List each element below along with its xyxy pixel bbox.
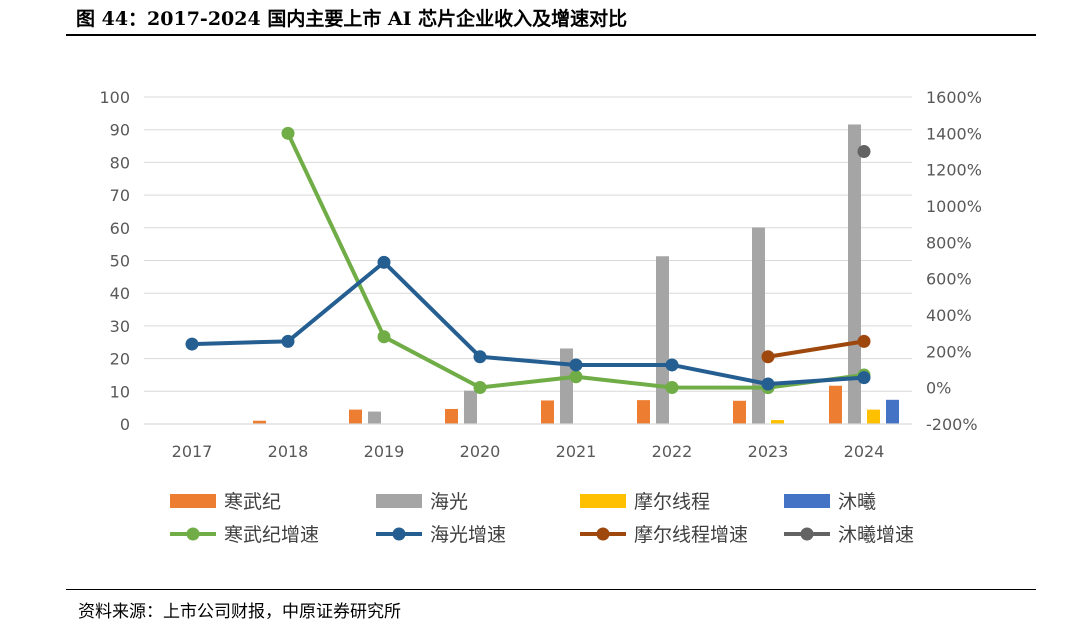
legend-marker-摩尔线程增速 bbox=[596, 527, 610, 541]
x-tick-label: 2024 bbox=[844, 442, 885, 461]
point-海光增速-2018 bbox=[281, 334, 295, 348]
source-note: 资料来源：上市公司财报，中原证券研究所 bbox=[78, 602, 401, 622]
legend-item: 海光增速 bbox=[376, 524, 506, 546]
y-left-tick-label: 80 bbox=[110, 153, 130, 172]
x-tick-label: 2019 bbox=[364, 442, 405, 461]
bar-寒武纪-2022 bbox=[637, 400, 650, 424]
x-tick-label: 2017 bbox=[172, 442, 213, 461]
legend-marker-寒武纪增速 bbox=[186, 527, 200, 541]
bar-寒武纪-2018 bbox=[253, 420, 266, 424]
point-摩尔线程增速-2024 bbox=[857, 334, 871, 348]
gridlines bbox=[144, 96, 912, 392]
legend-swatch-沐曦 bbox=[784, 494, 830, 508]
x-tick-label: 2023 bbox=[748, 442, 789, 461]
legend-swatch-寒武纪 bbox=[170, 494, 216, 508]
legend-item: 寒武纪 bbox=[170, 491, 281, 513]
y-right-tick-label: 200% bbox=[926, 342, 972, 361]
y-left-tick-label: 100 bbox=[99, 88, 130, 107]
legend-item: 摩尔线程增速 bbox=[580, 524, 748, 546]
bar-寒武纪-2024 bbox=[829, 385, 842, 424]
x-tick-label: 2022 bbox=[652, 442, 693, 461]
point-海光增速-2020 bbox=[473, 350, 487, 364]
bar-海光-2022 bbox=[656, 256, 669, 424]
point-海光增速-2019 bbox=[377, 255, 391, 269]
y-right-tick-label: -200% bbox=[926, 415, 978, 434]
point-海光增速-2022 bbox=[665, 358, 679, 372]
x-tick-label: 2021 bbox=[556, 442, 597, 461]
point-海光增速-2023 bbox=[761, 377, 775, 391]
y-left-tick-label: 10 bbox=[110, 382, 130, 401]
bar-海光-2019 bbox=[368, 411, 381, 424]
y-left-tick-label: 60 bbox=[110, 219, 130, 238]
legend-label: 寒武纪增速 bbox=[224, 524, 319, 546]
y-right-tick-label: 1200% bbox=[926, 161, 982, 180]
y-left-tick-label: 20 bbox=[110, 350, 130, 369]
point-摩尔线程增速-2023 bbox=[761, 350, 775, 364]
bars bbox=[253, 124, 899, 424]
legend-item: 摩尔线程 bbox=[580, 491, 710, 513]
point-寒武纪增速-2022 bbox=[665, 380, 679, 394]
point-海光增速-2024 bbox=[857, 371, 871, 385]
legend-item: 寒武纪增速 bbox=[170, 524, 319, 546]
point-沐曦增速-2024 bbox=[857, 145, 871, 158]
y-right-tick-label: 800% bbox=[926, 233, 972, 252]
y-right-tick-label: 1400% bbox=[926, 124, 982, 143]
legend-label: 寒武纪 bbox=[224, 491, 281, 513]
point-寒武纪增速-2019 bbox=[377, 330, 391, 344]
bar-沐曦-2024 bbox=[886, 399, 899, 424]
growth-lines bbox=[185, 126, 871, 395]
bar-海光-2021 bbox=[560, 348, 573, 424]
legend-label: 沐曦增速 bbox=[838, 524, 914, 546]
y-left-tick-label: 70 bbox=[110, 186, 130, 205]
y-left-tick-label: 90 bbox=[110, 121, 130, 140]
legend-label: 海光 bbox=[430, 491, 468, 513]
figure-title: 图 44：2017-2024 国内主要上市 AI 芯片企业收入及增速对比 bbox=[76, 8, 628, 30]
legend-item: 沐曦 bbox=[784, 491, 876, 513]
line-海光增速 bbox=[191, 260, 865, 387]
bar-寒武纪-2020 bbox=[445, 408, 458, 424]
line-摩尔线程增速 bbox=[767, 339, 865, 359]
bar-海光-2020 bbox=[464, 390, 477, 424]
legend-label: 摩尔线程增速 bbox=[634, 524, 748, 546]
bar-寒武纪-2019 bbox=[349, 409, 362, 424]
point-海光增速-2017 bbox=[185, 337, 199, 351]
y-left-tick-label: 30 bbox=[110, 317, 130, 336]
y-right-tick-label: 600% bbox=[926, 270, 972, 289]
axes: 0 10 20 30 40 50 60 70 80 90 100 -200% 0% 200% 400% 600… bbox=[99, 88, 981, 461]
y-right-tick-label: 0% bbox=[926, 379, 951, 398]
y-left-tick-label: 50 bbox=[110, 252, 130, 271]
bar-摩尔线程-2024 bbox=[867, 409, 880, 424]
legend-label: 海光增速 bbox=[430, 524, 506, 546]
legend-swatch-海光 bbox=[376, 494, 422, 508]
y-right-tick-label: 1600% bbox=[926, 88, 982, 107]
x-tick-label: 2018 bbox=[268, 442, 309, 461]
legend-item: 沐曦增速 bbox=[784, 524, 914, 546]
legend-marker-沐曦增速 bbox=[800, 527, 814, 541]
legend-marker-海光增速 bbox=[392, 527, 406, 541]
bar-摩尔线程-2023 bbox=[771, 420, 784, 424]
y-right-tick-label: 400% bbox=[926, 306, 972, 325]
legend-label: 摩尔线程 bbox=[634, 491, 710, 513]
bar-寒武纪-2023 bbox=[733, 400, 746, 424]
y-left-tick-label: 0 bbox=[120, 415, 130, 434]
y-right-tick-label: 1000% bbox=[926, 197, 982, 216]
point-寒武纪增速-2021 bbox=[569, 370, 583, 384]
point-海光增速-2021 bbox=[569, 358, 583, 372]
bar-寒武纪-2021 bbox=[541, 400, 554, 424]
legend-swatch-摩尔线程 bbox=[580, 494, 626, 508]
bar-海光-2024 bbox=[848, 124, 861, 424]
top-rule bbox=[66, 34, 1036, 36]
point-寒武纪增速-2020 bbox=[473, 380, 487, 394]
bar-海光-2023 bbox=[752, 227, 765, 424]
x-tick-label: 2020 bbox=[460, 442, 501, 461]
legend-item: 海光 bbox=[376, 491, 468, 513]
bottom-rule bbox=[66, 589, 1036, 590]
point-寒武纪增速-2018 bbox=[281, 126, 295, 140]
y-left-tick-label: 40 bbox=[110, 284, 130, 303]
legend-label: 沐曦 bbox=[838, 491, 876, 513]
